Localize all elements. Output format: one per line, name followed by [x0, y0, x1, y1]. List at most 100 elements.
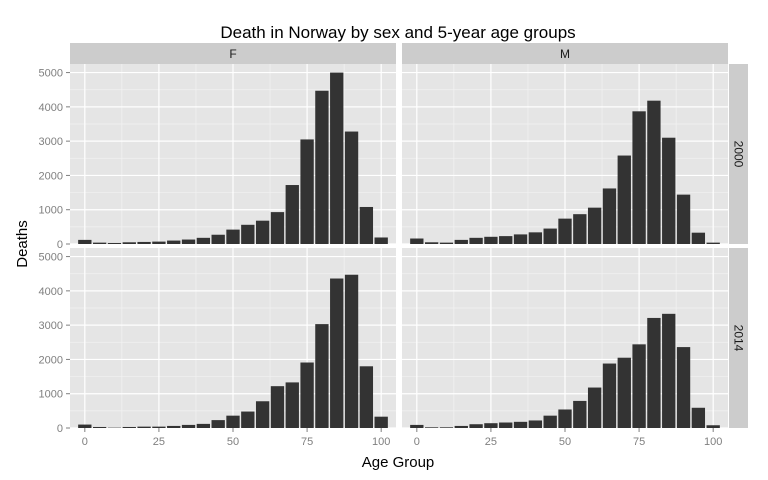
- bar-F-2000-50: [226, 229, 240, 244]
- y-tick-label: 0: [57, 239, 63, 251]
- bar-M-2014-20: [469, 424, 483, 428]
- bar-M-2000-100: [706, 242, 720, 244]
- bar-F-2000-55: [241, 224, 255, 244]
- bar-F-2000-95: [359, 206, 374, 244]
- bar-F-2014-75: [300, 362, 314, 428]
- x-tick-label: 50: [227, 436, 239, 448]
- bar-M-2000-50: [558, 218, 572, 244]
- bar-F-2014-80: [315, 324, 329, 428]
- facet-label-F: F: [229, 47, 236, 61]
- x-tick-label: 0: [82, 436, 88, 448]
- y-tick-label: 3000: [39, 320, 63, 332]
- x-tick-label: 25: [153, 436, 165, 448]
- bar-F-2014-65: [270, 386, 285, 428]
- panel-M-2000: [402, 64, 728, 245]
- bar-F-2000-70: [285, 185, 299, 244]
- bar-F-2000-30: [167, 240, 181, 244]
- facet-label-2014: 2014: [732, 325, 746, 352]
- x-axis-title: Age Group: [362, 454, 435, 471]
- y-axis-title: Deaths: [14, 220, 31, 268]
- bar-M-2000-40: [528, 232, 543, 244]
- bar-F-2014-40: [196, 423, 211, 428]
- bar-F-2000-85: [330, 72, 344, 244]
- bar-F-2014-60: [255, 401, 270, 428]
- bar-M-2014-75: [632, 344, 646, 428]
- bar-F-2000-45: [211, 234, 225, 244]
- y-tick-label: 3000: [39, 136, 63, 148]
- bar-F-2014-35: [181, 424, 196, 428]
- facet-strip-M: [402, 43, 728, 64]
- bar-F-2014-15: [122, 426, 136, 428]
- x-tick-label: 100: [372, 436, 390, 448]
- bar-M-2014-65: [602, 363, 617, 428]
- bar-M-2014-40: [528, 420, 543, 428]
- bar-M-2000-70: [617, 155, 631, 244]
- bar-F-2014-100: [374, 416, 388, 428]
- panels-layer: F M20002014010002000300040005000010002000…: [39, 43, 748, 448]
- bar-M-2000-35: [513, 234, 528, 244]
- x-tick-label: 0: [414, 436, 420, 448]
- y-tick-label: 2000: [39, 170, 63, 182]
- facet-label-2000: 2000: [732, 141, 746, 168]
- bar-M-2000-55: [573, 214, 587, 244]
- y-tick-label: 5000: [39, 68, 63, 80]
- panel-M-2014: [402, 248, 728, 429]
- bar-M-2014-70: [617, 357, 631, 428]
- bar-M-2014-0: [410, 424, 424, 428]
- bar-F-2000-100: [374, 237, 388, 244]
- facet-label-M: M: [560, 47, 570, 61]
- bar-F-2000-60: [255, 220, 270, 244]
- bar-M-2000-65: [602, 188, 617, 244]
- bar-F-2000-0: [78, 239, 92, 244]
- bar-F-2000-65: [270, 212, 285, 244]
- bar-M-2000-80: [647, 100, 661, 244]
- facet-strip-2014: [729, 248, 748, 428]
- bar-F-2014-85: [330, 278, 344, 428]
- panel-F-2000: [70, 64, 396, 245]
- bar-F-2014-5: [92, 426, 107, 428]
- bar-F-2014-95: [359, 366, 374, 428]
- y-tick-label: 4000: [39, 286, 63, 298]
- x-tick-label: 75: [633, 436, 645, 448]
- bar-F-2000-75: [300, 139, 314, 244]
- bar-F-2014-20: [137, 426, 151, 428]
- bar-M-2000-10: [439, 242, 454, 244]
- bar-M-2014-50: [558, 409, 572, 428]
- bar-F-2000-15: [122, 242, 136, 244]
- bar-M-2014-35: [513, 421, 528, 428]
- y-tick-label: 2000: [39, 354, 63, 366]
- chart-title: Death in Norway by sex and 5-year age gr…: [220, 23, 575, 42]
- bar-M-2014-95: [691, 407, 706, 428]
- bar-F-2000-90: [344, 131, 359, 244]
- bar-F-2000-35: [181, 239, 196, 244]
- bar-M-2000-0: [410, 238, 424, 244]
- bar-M-2014-55: [573, 400, 587, 428]
- y-tick-label: 0: [57, 423, 63, 435]
- bar-F-2014-50: [226, 415, 240, 428]
- y-tick-label: 1000: [39, 389, 63, 401]
- bar-M-2014-5: [424, 427, 439, 428]
- bar-M-2014-30: [499, 422, 513, 428]
- y-tick-label: 1000: [39, 205, 63, 217]
- bar-M-2000-20: [469, 237, 483, 244]
- bar-M-2014-25: [484, 423, 498, 428]
- facet-strip-F: [70, 43, 396, 64]
- bar-M-2000-85: [662, 137, 676, 244]
- bar-M-2000-5: [424, 242, 439, 244]
- bar-F-2014-0: [78, 424, 92, 428]
- bar-F-2000-25: [152, 241, 166, 244]
- bar-M-2000-45: [543, 228, 557, 244]
- bar-M-2014-90: [676, 347, 691, 428]
- bar-F-2014-45: [211, 420, 225, 428]
- x-tick-label: 25: [485, 436, 497, 448]
- panel-F-2014: [70, 248, 396, 429]
- bar-F-2000-5: [92, 242, 107, 244]
- bar-M-2000-15: [454, 239, 468, 244]
- bar-M-2000-25: [484, 236, 498, 244]
- bar-M-2000-30: [499, 236, 513, 244]
- bar-M-2000-60: [587, 207, 602, 244]
- bar-M-2014-60: [587, 387, 602, 428]
- bar-M-2014-85: [662, 313, 676, 428]
- bar-M-2000-75: [632, 111, 646, 244]
